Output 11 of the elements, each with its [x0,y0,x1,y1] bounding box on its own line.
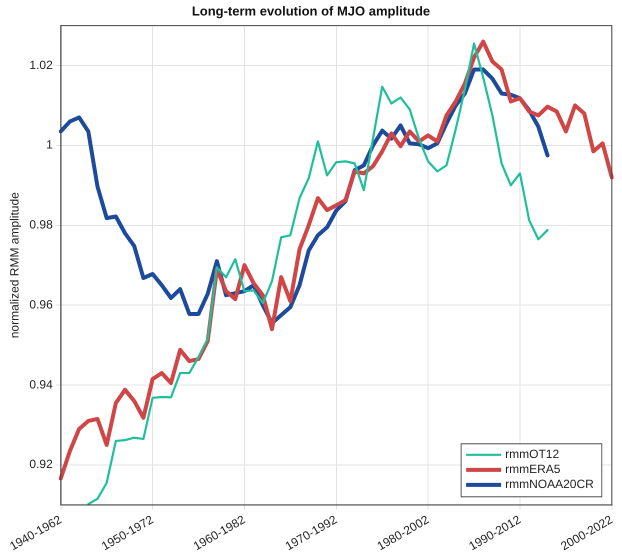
legend-label: rmmERA5 [505,462,561,476]
y-tick-label: 1 [46,138,54,152]
y-axis-title: normalized RMM amplitude [8,192,22,338]
chart-title: Long-term evolution of MJO amplitude [192,3,430,18]
y-tick-label: 0.96 [29,297,54,312]
y-tick-label: 0.98 [29,218,54,232]
legend-label: rmmOT12 [505,447,560,462]
legend-label: rmmNOAA20CR [505,477,594,492]
y-tick-label: 1.02 [29,58,54,72]
y-tick-label: 0.92 [29,457,54,472]
y-tick-label: 0.94 [29,377,54,392]
